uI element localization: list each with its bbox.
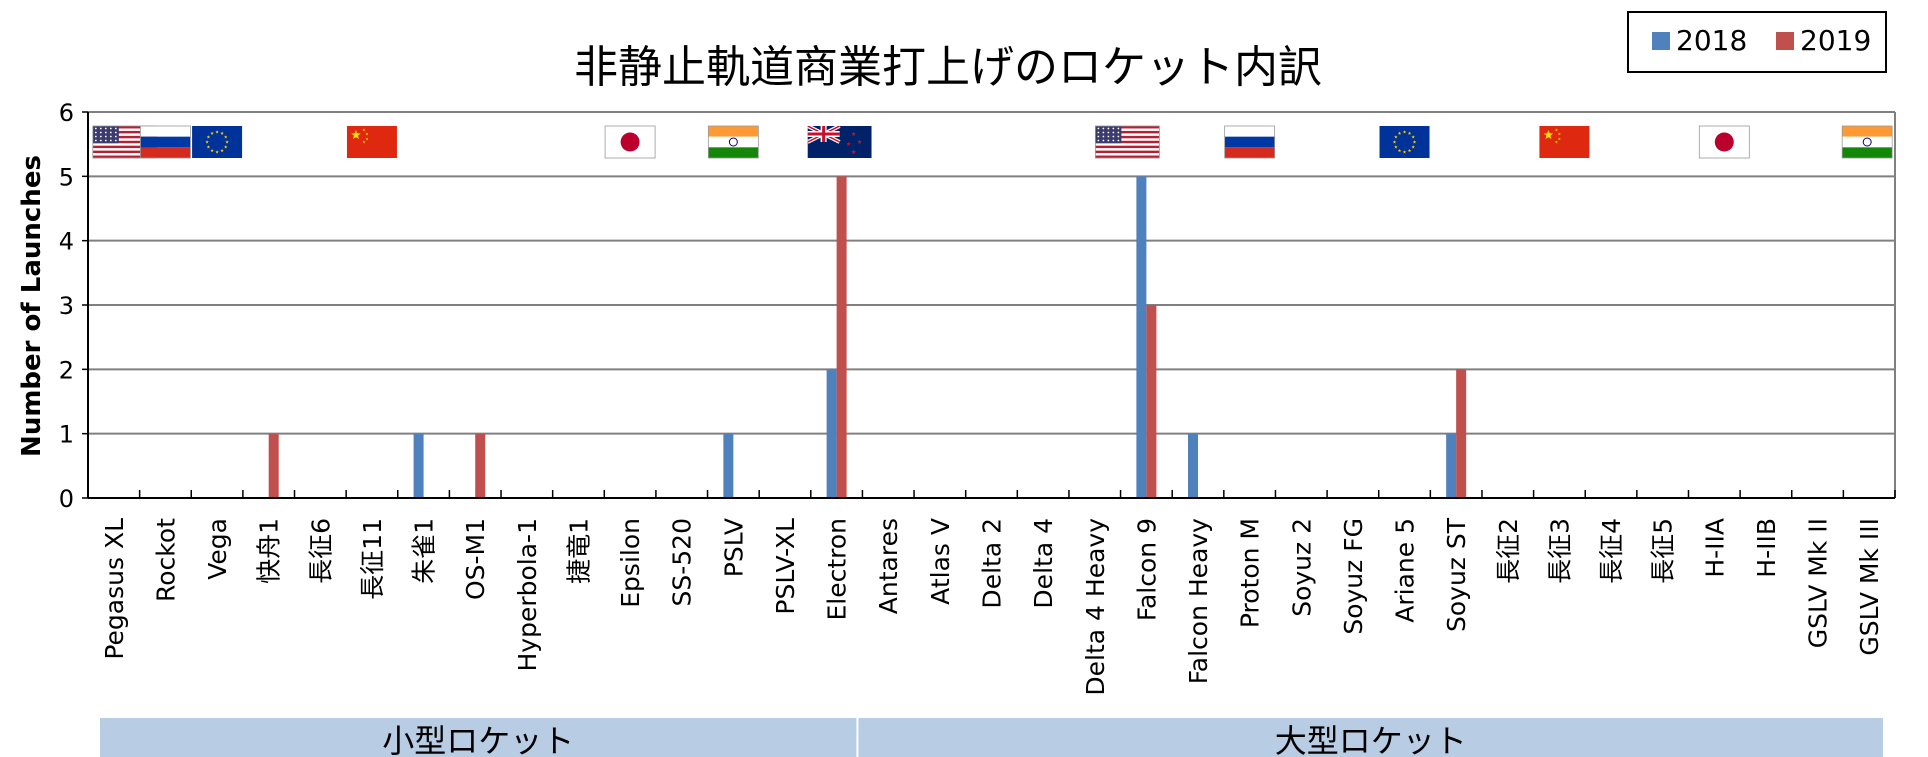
x-tick-label: Delta 2 (978, 518, 1007, 609)
x-tick-label: 長征4 (1597, 518, 1626, 584)
new-zealand-flag-icon (807, 126, 872, 158)
x-tick-label: 長征5 (1649, 518, 1678, 584)
y-tick-label: 4 (59, 228, 74, 256)
russia-flag-icon (140, 125, 191, 159)
x-tick-label: 長征6 (306, 518, 335, 584)
bar-2019-OS-M1 (475, 433, 486, 498)
axes (82, 111, 1896, 499)
usa-flag-icon (92, 125, 158, 159)
x-tick-label: H-IIB (1752, 518, 1781, 578)
x-tick-label: GSLV Mk III (1855, 518, 1884, 656)
x-tick-label: 快舟1 (255, 518, 284, 584)
legend-frame (1627, 11, 1887, 73)
category-groups: 小型ロケット 大型ロケット (100, 718, 1883, 757)
bar-2018-PSLV (723, 433, 734, 498)
russia-flag-icon (1224, 125, 1276, 159)
usa-flag-icon (1094, 125, 1160, 159)
x-tick-label: Electron (823, 518, 852, 621)
legend-label-2018: 2018 (1676, 24, 1747, 57)
x-tick-label: Epsilon (616, 518, 645, 608)
y-tick-label: 2 (59, 356, 74, 384)
x-tick-label: 長征2 (1494, 518, 1523, 584)
india-flag-icon (1841, 125, 1893, 159)
x-tick-label: 朱雀1 (410, 518, 439, 584)
bar-2019-快舟1 (268, 433, 279, 498)
group-label: 大型ロケット (1275, 722, 1467, 757)
x-tick-label: Soyuz 2 (1287, 518, 1316, 617)
bar-2019-Falcon 9 (1146, 305, 1157, 498)
y-axis-label: Number of Launches (17, 155, 47, 457)
x-tick-label: OS-M1 (461, 518, 490, 600)
bar-2018-朱雀1 (413, 433, 424, 498)
x-tick-label: 長征3 (1545, 518, 1574, 584)
chart-title: 非静止軌道商業打上げのロケット内訳 (574, 42, 1322, 93)
y-tick-label: 1 (59, 421, 74, 449)
y-tick-label: 6 (59, 99, 74, 127)
gridlines (88, 111, 1896, 498)
y-tick-label: 5 (59, 163, 74, 191)
bar-2018-Soyuz ST (1446, 433, 1457, 498)
group-band (858, 718, 1883, 757)
india-flag-icon (707, 125, 759, 159)
bar-2018-Falcon 9 (1136, 176, 1147, 499)
x-tick-label: H-IIA (1700, 518, 1729, 578)
x-tick-label: Falcon Heavy (1184, 518, 1213, 684)
x-tick-label: 捷竜1 (564, 518, 593, 584)
x-tick-label: PSLV-XL (771, 518, 800, 615)
x-tick-label: Antares (874, 518, 903, 614)
x-tick-label: Rockot (151, 518, 180, 602)
japan-flag-icon (1698, 125, 1750, 159)
bar-2019-Electron (836, 176, 847, 499)
legend-swatch-2019 (1776, 32, 1794, 50)
legend-swatch-2018 (1652, 32, 1670, 50)
bar-2018-Falcon Heavy (1188, 433, 1199, 498)
bars (268, 176, 1467, 499)
x-tick-label: Delta 4 (1029, 518, 1058, 609)
bar-2019-Soyuz ST (1456, 369, 1467, 498)
x-tick-label: SS-520 (668, 518, 697, 606)
eu-flag-icon (192, 126, 243, 158)
japan-flag-icon (604, 125, 656, 159)
x-tick-label: Delta 4 Heavy (1081, 518, 1110, 696)
legend-label-2019: 2019 (1800, 24, 1871, 57)
x-tick-label: Soyuz ST (1442, 517, 1471, 632)
legend: 2018 2019 (1627, 11, 1887, 73)
y-tick-label: 3 (59, 292, 74, 320)
y-tick-label: 0 (59, 485, 74, 513)
china-flag-icon (1539, 126, 1590, 158)
y-tick-labels: 0 1 2 3 4 5 6 (59, 99, 74, 513)
x-tick-label: Proton M (1236, 518, 1265, 628)
bar-2018-Electron (826, 369, 837, 498)
x-tick-label: Vega (203, 518, 232, 580)
x-tick-label: PSLV (719, 518, 748, 577)
x-tick-label: GSLV Mk II (1804, 518, 1833, 648)
x-tick-label: Ariane 5 (1391, 518, 1420, 623)
x-tick-label: Soyuz FG (1339, 518, 1368, 635)
x-tick-label: Pegasus XL (100, 518, 129, 660)
x-tick-labels: Pegasus XL Rockot Vega 快舟1 長征6 長征11 朱雀1 OS-M1 Hy… (100, 517, 1884, 695)
group-band (100, 718, 857, 757)
eu-flag-icon (1379, 126, 1430, 158)
x-tick-label: Hyperbola-1 (513, 518, 542, 671)
china-flag-icon (346, 126, 397, 158)
x-tick-label: Atlas V (926, 518, 955, 605)
x-tick-label: 長征11 (358, 518, 387, 600)
flag-row (92, 125, 1893, 159)
x-tick-label: Falcon 9 (1132, 518, 1161, 621)
group-label: 小型ロケット (382, 722, 574, 757)
